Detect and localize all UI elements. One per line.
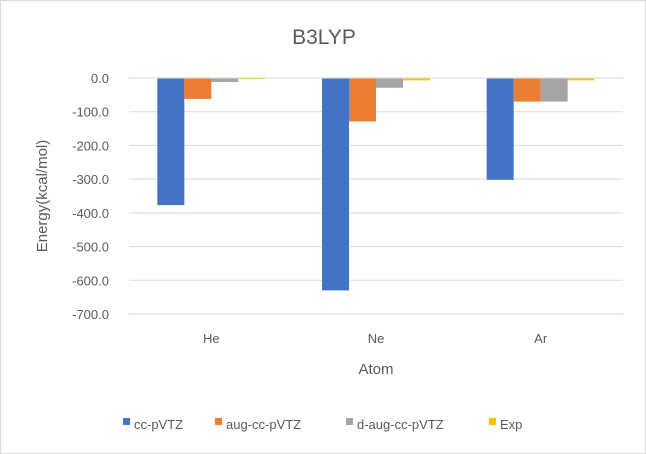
bar-aug-cc-pVTZ-Ne	[349, 78, 376, 122]
x-tick-label: Ar	[534, 331, 548, 346]
legend-swatch	[215, 418, 222, 425]
bar-cc-pVTZ-Ar	[486, 78, 514, 180]
y-tick-label: -500.0	[72, 240, 109, 255]
y-tick-label: 0.0	[91, 71, 109, 86]
bar-cc-pVTZ-Ne	[322, 78, 349, 291]
x-tick-label: He	[203, 331, 220, 346]
legend: cc-pVTZ aug-cc-pVTZ d-aug-cc-pVTZ Exp	[123, 417, 522, 432]
y-tick-label: -700.0	[72, 307, 109, 322]
y-axis-ticks: 0.0 -100.0 -200.0 -300.0 -400.0 -500.0 -600.0 -…	[72, 71, 109, 322]
bar-d-aug-cc-pVTZ-Ne	[376, 78, 403, 88]
y-axis-title: Energy(kcal/mol)	[34, 140, 51, 253]
x-axis-ticks: He Ne Ar	[203, 331, 548, 346]
bar-cc-pVTZ-He	[157, 78, 185, 206]
bar-aug-cc-pVTZ-He	[184, 78, 212, 99]
x-axis-title: Atom	[358, 361, 393, 378]
bar-Exp-Ar	[567, 78, 595, 81]
legend-label: cc-pVTZ	[134, 417, 183, 432]
legend-swatch	[123, 418, 130, 425]
legend-label: Exp	[500, 417, 522, 432]
legend-swatch	[489, 418, 496, 425]
y-tick-label: -300.0	[72, 172, 109, 187]
chart-title: B3LYP	[292, 26, 356, 49]
y-tick-label: -600.0	[72, 273, 109, 288]
legend-label: d-aug-cc-pVTZ	[357, 417, 444, 432]
bar-d-aug-cc-pVTZ-Ar	[540, 78, 568, 102]
y-tick-label: -400.0	[72, 206, 109, 221]
bars	[157, 78, 595, 291]
legend-label: aug-cc-pVTZ	[226, 417, 301, 432]
bar-Exp-Ne	[403, 78, 430, 81]
y-tick-label: -200.0	[72, 138, 109, 153]
x-tick-label: Ne	[368, 331, 385, 346]
bar-Exp-He	[238, 78, 266, 80]
legend-swatch	[346, 418, 353, 425]
bar-aug-cc-pVTZ-Ar	[513, 78, 541, 102]
y-tick-label: -100.0	[72, 105, 109, 120]
bar-d-aug-cc-pVTZ-He	[211, 78, 239, 83]
gridlines	[129, 77, 623, 315]
